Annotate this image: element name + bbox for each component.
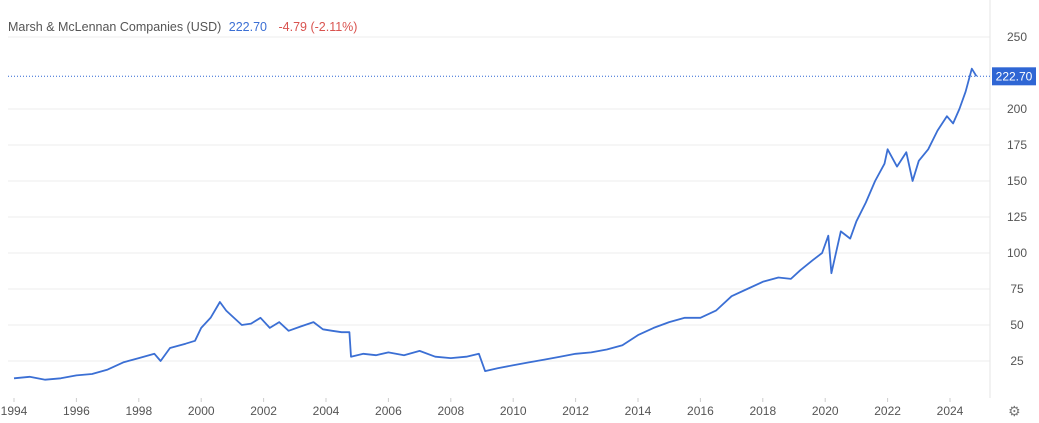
y-tick-label: 50	[1010, 318, 1024, 332]
x-tick-label: 2016	[687, 404, 714, 418]
x-tick-label: 2004	[313, 404, 340, 418]
x-tick-label: 2002	[250, 404, 277, 418]
x-tick-label: 2010	[500, 404, 527, 418]
y-axis: 25 50 75 100 125 150 175 200 250	[1007, 30, 1027, 368]
y-tick-label: 250	[1007, 30, 1027, 44]
x-tick-label: 1994	[1, 404, 28, 418]
x-tick-label: 2000	[188, 404, 215, 418]
chart-legend: Marsh & McLennan Companies (USD) 222.70 …	[8, 20, 357, 34]
y-tick-label: 200	[1007, 102, 1027, 116]
x-tick-label: 2008	[437, 404, 464, 418]
x-tick-label: 1996	[63, 404, 90, 418]
x-tick-label: 2018	[749, 404, 776, 418]
series-line	[13, 67, 978, 381]
y-tick-label: 100	[1007, 246, 1027, 260]
y-tick-label: 25	[1010, 354, 1024, 368]
x-tick-label: 2012	[562, 404, 589, 418]
grid-lines	[8, 0, 991, 398]
x-tick-label: 1998	[125, 404, 152, 418]
last-price-tag: 222.70	[992, 67, 1036, 86]
last-price-tag-bg	[992, 67, 1036, 86]
x-tick-label: 2024	[937, 404, 964, 418]
x-tick-label: 2020	[812, 404, 839, 418]
last-price-tag-label: 222.70	[996, 69, 1033, 83]
x-tick-label: 2014	[625, 404, 652, 418]
x-tick-label: 2006	[375, 404, 402, 418]
y-tick-label: 150	[1007, 174, 1027, 188]
legend-price: 222.70	[228, 20, 267, 34]
legend-change: -4.79 (-2.11%)	[278, 20, 358, 34]
legend-series-name: Marsh & McLennan Companies (USD)	[8, 20, 222, 34]
y-tick-label: 75	[1010, 282, 1024, 296]
x-tick-label: 2022	[874, 404, 901, 418]
y-tick-label: 125	[1007, 210, 1027, 224]
x-axis: 1994 1996 1998 2000 2002 2004 2006 2008 2010 2012…	[1, 398, 964, 418]
y-tick-label: 175	[1007, 138, 1027, 152]
gear-icon[interactable]: ⚙	[1008, 403, 1021, 419]
